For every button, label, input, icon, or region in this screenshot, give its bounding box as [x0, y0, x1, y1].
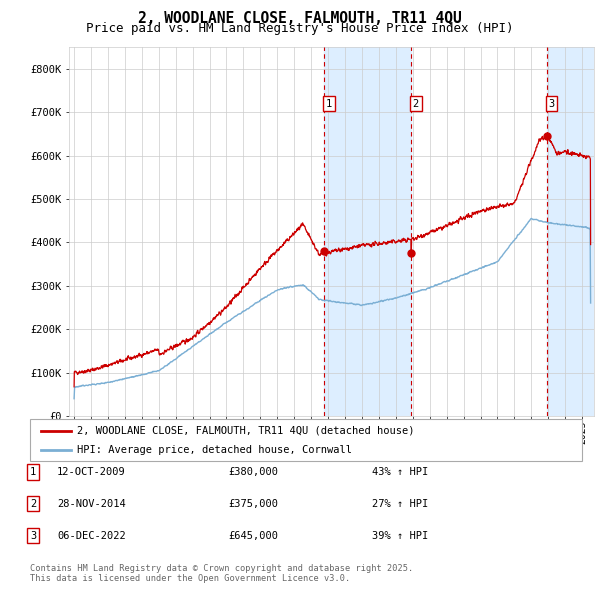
- Text: 27% ↑ HPI: 27% ↑ HPI: [372, 499, 428, 509]
- Text: 1: 1: [326, 99, 332, 109]
- Text: 1: 1: [30, 467, 36, 477]
- Text: £375,000: £375,000: [228, 499, 278, 509]
- Bar: [325, 47, 412, 416]
- Text: 3: 3: [548, 99, 554, 109]
- Bar: [547, 47, 594, 416]
- Text: Price paid vs. HM Land Registry's House Price Index (HPI): Price paid vs. HM Land Registry's House …: [86, 22, 514, 35]
- Text: 2, WOODLANE CLOSE, FALMOUTH, TR11 4QU: 2, WOODLANE CLOSE, FALMOUTH, TR11 4QU: [138, 11, 462, 25]
- Text: HPI: Average price, detached house, Cornwall: HPI: Average price, detached house, Corn…: [77, 445, 352, 455]
- Text: 06-DEC-2022: 06-DEC-2022: [57, 531, 126, 540]
- Text: 28-NOV-2014: 28-NOV-2014: [57, 499, 126, 509]
- Text: £380,000: £380,000: [228, 467, 278, 477]
- Text: 43% ↑ HPI: 43% ↑ HPI: [372, 467, 428, 477]
- FancyBboxPatch shape: [30, 419, 582, 461]
- Text: Contains HM Land Registry data © Crown copyright and database right 2025.
This d: Contains HM Land Registry data © Crown c…: [30, 563, 413, 583]
- Text: £645,000: £645,000: [228, 531, 278, 540]
- Text: 2: 2: [413, 99, 419, 109]
- Text: 39% ↑ HPI: 39% ↑ HPI: [372, 531, 428, 540]
- Text: 2: 2: [30, 499, 36, 509]
- Text: 12-OCT-2009: 12-OCT-2009: [57, 467, 126, 477]
- Text: 2, WOODLANE CLOSE, FALMOUTH, TR11 4QU (detached house): 2, WOODLANE CLOSE, FALMOUTH, TR11 4QU (d…: [77, 426, 415, 436]
- Text: 3: 3: [30, 531, 36, 540]
